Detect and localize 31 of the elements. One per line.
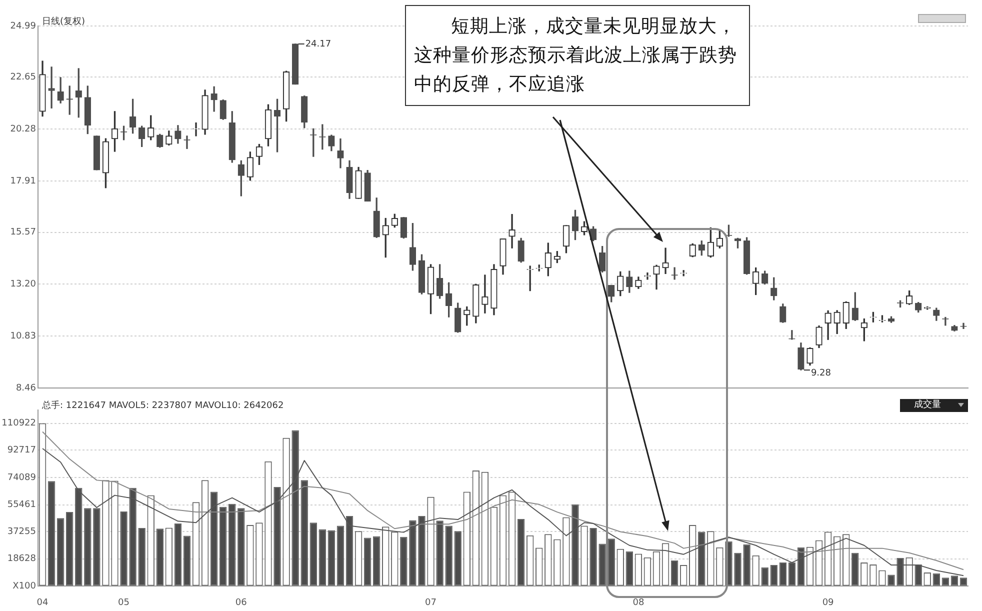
candlestick [482, 274, 488, 314]
y-tick-label: 92717 [7, 445, 36, 456]
y-tick-label: 10.83 [10, 331, 36, 342]
y-tick-label: 22.65 [10, 72, 36, 83]
chart-title: 日线(复权) [42, 16, 86, 28]
y-tick-label: 8.46 [16, 383, 36, 394]
y-tick-label: 15.57 [10, 228, 36, 238]
y-tick-label: 13.20 [10, 280, 36, 290]
x-tick-label: 05 [118, 598, 130, 608]
y-tick-label: X100 [12, 582, 36, 592]
annotation: 短期上涨，成交量未见明显放大，这种量价形态预示着此波上涨属于跌势中的反弹，不应追涨 [405, 5, 750, 106]
dropdown-button: 成交量 [900, 399, 968, 412]
annotation: 24.17 [305, 39, 332, 50]
x-tick-label: 04 [36, 598, 49, 608]
candlestick [508, 214, 516, 248]
y-tick-label: 110922 [2, 418, 36, 429]
x-tick-label: 09 [822, 598, 834, 608]
x-tick-label: 08 [632, 598, 644, 608]
y-tick-label: 74089 [7, 472, 36, 483]
x-tick-label: 07 [425, 598, 436, 608]
y-tick-label: 24.99 [10, 21, 36, 32]
y-tick-label: 20.28 [10, 124, 36, 134]
y-tick-label: 37255 [7, 526, 36, 537]
annotation: 9.28 [810, 368, 832, 378]
y-tick-label: 55461 [7, 500, 36, 510]
candlestick [662, 248, 669, 274]
x-tick-label: 06 [235, 598, 248, 608]
y-tick-label: 17.91 [10, 176, 36, 186]
chart-title: 总手: 1221647 MAVOL5: 2237807 MAVOL10: 2642062 [42, 400, 284, 412]
y-tick-label: 18628 [7, 554, 36, 564]
candlestick [48, 66, 55, 108]
